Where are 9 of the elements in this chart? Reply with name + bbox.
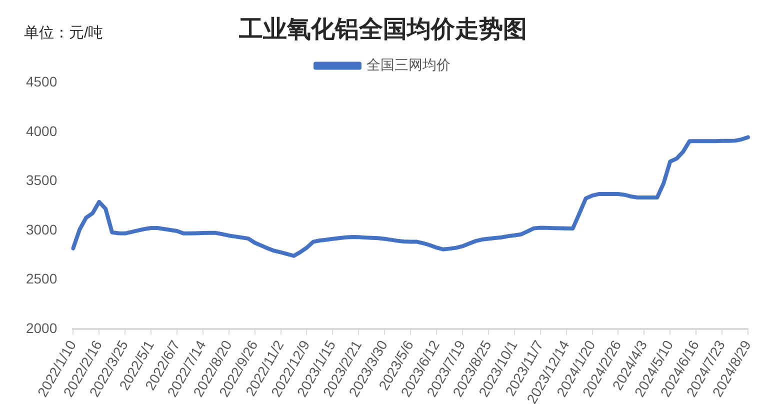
legend-label: 全国三网均价 <box>366 56 450 73</box>
y-tick-label: 2000 <box>26 320 58 336</box>
y-tick-label: 3500 <box>26 172 58 188</box>
y-tick-label: 4000 <box>26 122 58 139</box>
y-tick-label: 3000 <box>26 221 58 238</box>
chart-title: 工业氧化铝全国均价走势图 <box>238 16 527 44</box>
y-tick-label: 2500 <box>26 270 58 287</box>
text: 单位：元/吨 <box>24 24 104 42</box>
y-tick-label: 4500 <box>26 74 58 90</box>
